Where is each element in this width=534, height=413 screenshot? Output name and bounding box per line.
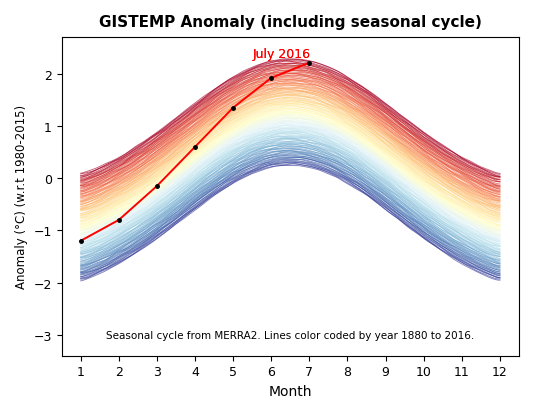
Y-axis label: Anomaly (°C) (w.r.t 1980-2015): Anomaly (°C) (w.r.t 1980-2015) (15, 105, 28, 289)
Title: GISTEMP Anomaly (including seasonal cycle): GISTEMP Anomaly (including seasonal cycl… (99, 15, 482, 30)
X-axis label: Month: Month (269, 384, 312, 398)
Text: Seasonal cycle from MERRA2. Lines color coded by year 1880 to 2016.: Seasonal cycle from MERRA2. Lines color … (106, 330, 474, 340)
Text: July 2016: July 2016 (252, 48, 310, 61)
Text: July 2016: July 2016 (252, 48, 310, 61)
